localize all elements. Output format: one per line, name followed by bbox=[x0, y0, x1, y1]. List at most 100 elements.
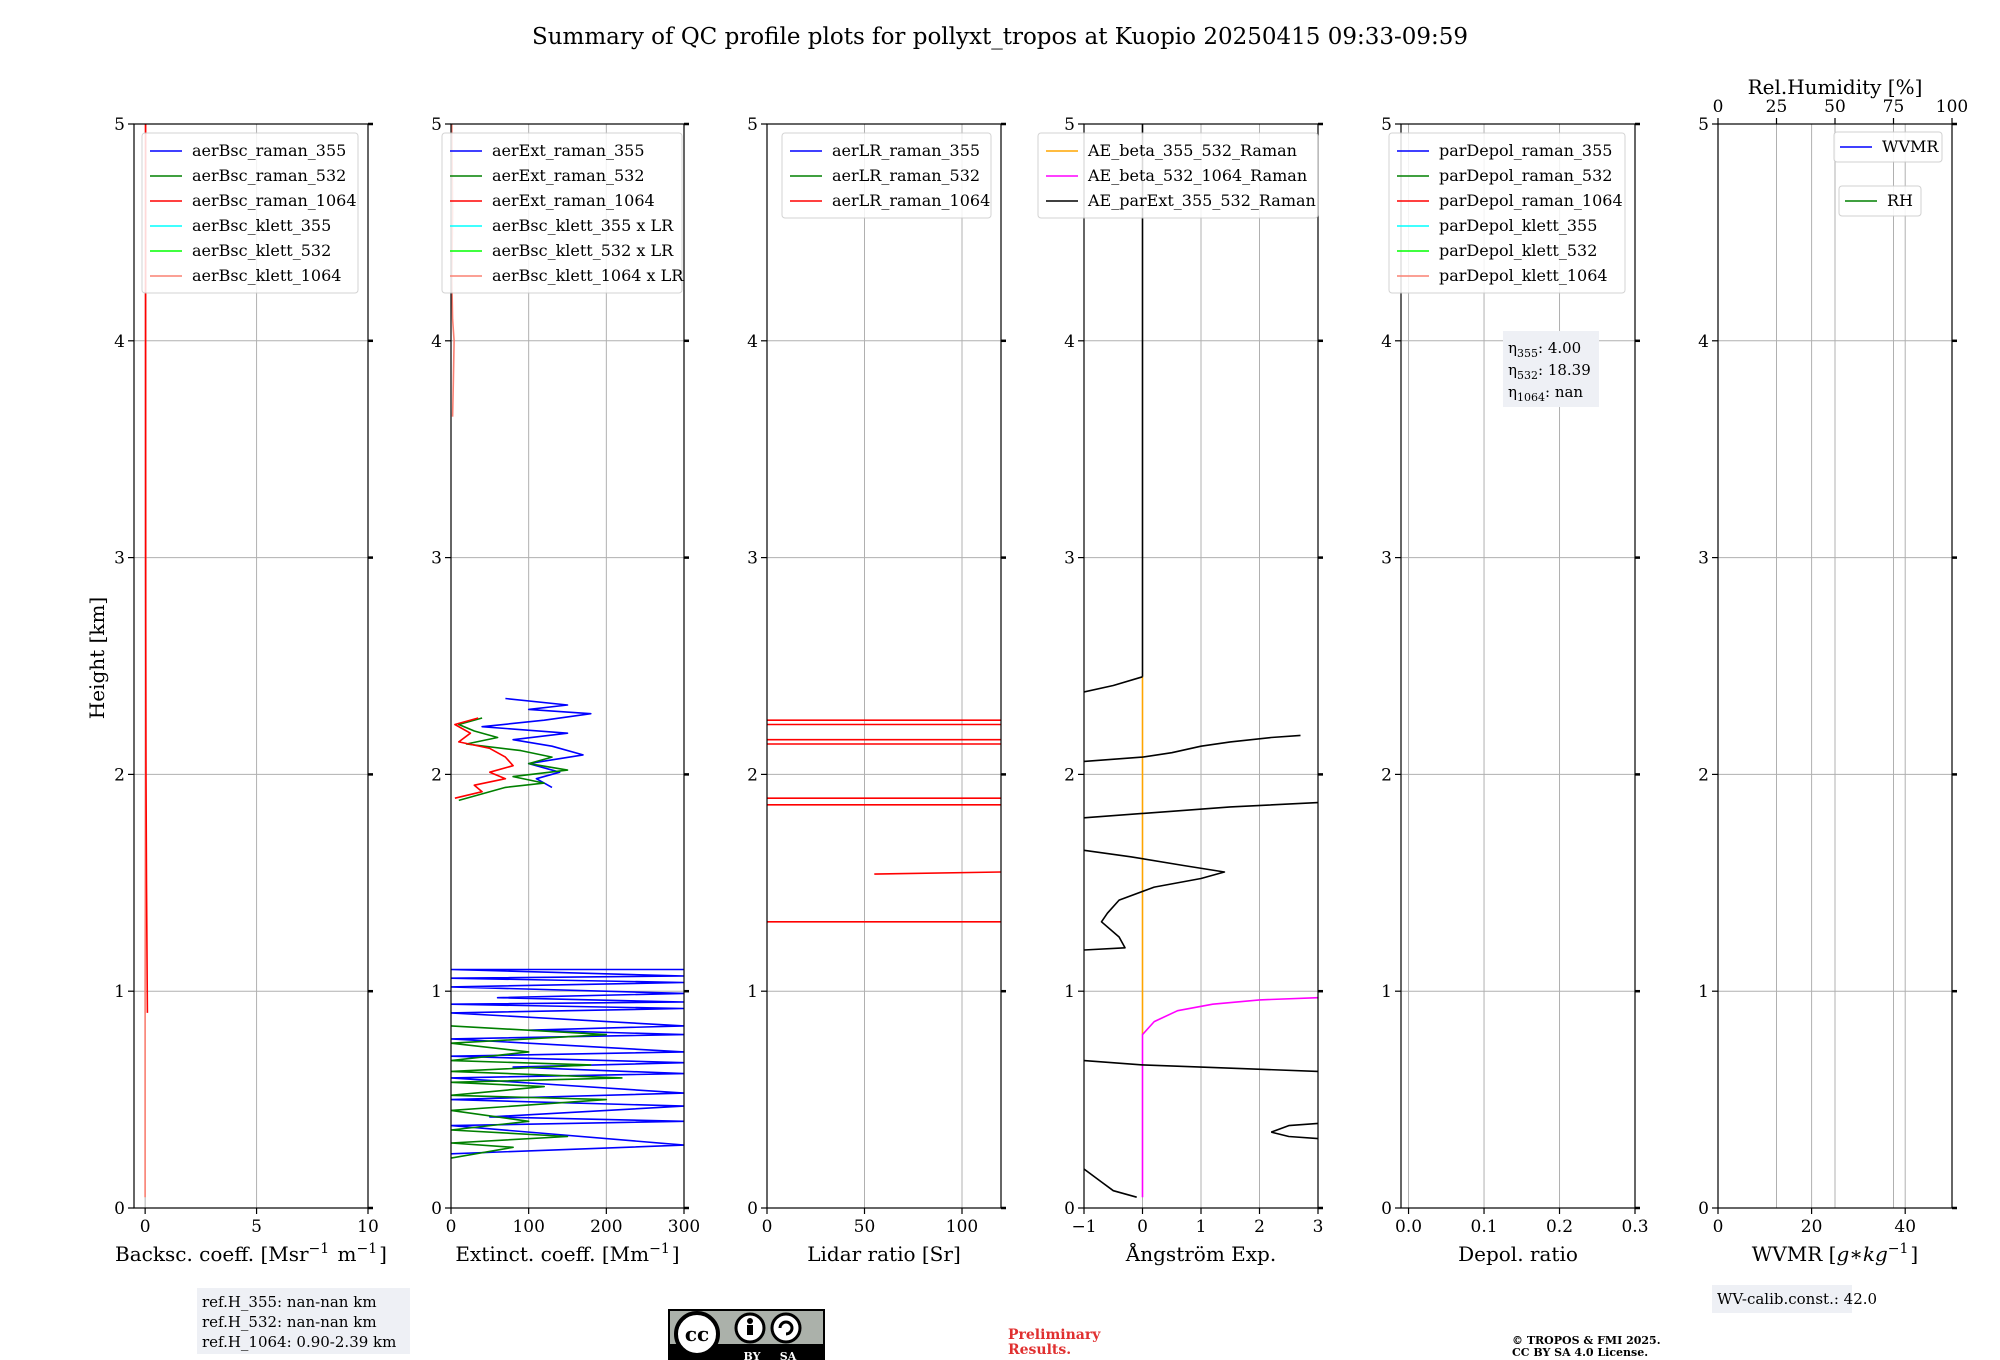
cc-license-badge: cc BY SA bbox=[668, 1309, 825, 1360]
x-tick-label: 0.0 bbox=[1395, 1217, 1422, 1237]
y-tick-label: 3 bbox=[1381, 549, 1392, 569]
legend-label: AE_beta_532_1064_Raman bbox=[1087, 166, 1307, 185]
x-tick-label-top: 100 bbox=[1936, 97, 1968, 117]
x-axis-label: Extinct. coeff. [Mm−1 ] bbox=[455, 1241, 679, 1266]
ref-height-1064: ref.H_1064: 0.90-2.39 km bbox=[202, 1333, 396, 1351]
y-tick-label: 0 bbox=[747, 1199, 758, 1219]
by-icon-body bbox=[747, 1325, 753, 1335]
series-line bbox=[1084, 676, 1143, 693]
sa-icon-arrow bbox=[778, 1320, 794, 1336]
legend-box bbox=[1838, 185, 1922, 217]
wv-calib-label: WV-calib.const.: 42.0 bbox=[1717, 1290, 1877, 1308]
eta-box bbox=[1503, 331, 1599, 407]
plot-area bbox=[767, 719, 1001, 923]
legend-box bbox=[781, 132, 992, 219]
y-tick-label: 3 bbox=[1064, 549, 1075, 569]
legend-label: parDepol_klett_1064 bbox=[1439, 266, 1608, 285]
ref-height-box bbox=[197, 1288, 410, 1354]
axes-frame bbox=[133, 123, 369, 1209]
preliminary-label: Preliminary bbox=[1008, 1327, 1101, 1343]
x-tick-label: 50 bbox=[854, 1217, 876, 1237]
extinction-panel: 0 1 2 3 4 5 0 100 200 300 Extinct. coeff. [Mm−1 ] a… bbox=[431, 115, 700, 1266]
legend-label: aerBsc_klett_1064 bbox=[192, 266, 341, 285]
legend-label: aerExt_raman_1064 bbox=[492, 191, 655, 210]
legend-label: parDepol_klett_355 bbox=[1439, 216, 1597, 235]
ref-height-355: ref.H_355: nan-nan km bbox=[202, 1293, 377, 1311]
series-line bbox=[457, 717, 569, 802]
y-tick-label: 4 bbox=[747, 332, 758, 352]
series-line bbox=[1084, 849, 1226, 951]
series-line bbox=[481, 697, 592, 789]
series-line bbox=[144, 124, 149, 1013]
legend-box bbox=[1833, 131, 1943, 163]
y-tick-label: 1 bbox=[431, 982, 442, 1002]
y-tick-label: 1 bbox=[1064, 982, 1075, 1002]
y-tick-label: 5 bbox=[1064, 115, 1075, 135]
x-axis-label: WVMR [g∗kg−1 ] bbox=[1752, 1241, 1918, 1266]
legend-box bbox=[1388, 132, 1626, 294]
y-tick-label: 5 bbox=[431, 115, 442, 135]
x-tick-label: 0 bbox=[140, 1217, 151, 1237]
y-tick-label: 5 bbox=[1381, 115, 1392, 135]
results-label: Results. bbox=[1008, 1342, 1071, 1358]
y-tick-label: 2 bbox=[1381, 765, 1392, 785]
legend-label: parDepol_raman_532 bbox=[1439, 166, 1612, 185]
y-tick-label: 2 bbox=[114, 765, 125, 785]
axes-frame bbox=[1400, 123, 1636, 1209]
wv-calib-box bbox=[1712, 1285, 1852, 1313]
legend-label: AE_parExt_355_532_Raman bbox=[1087, 191, 1316, 210]
x-axis-label: Ångström Exp. bbox=[1125, 1241, 1276, 1266]
y-tick-label: 4 bbox=[114, 332, 125, 352]
x-tick-label: 0.1 bbox=[1471, 1217, 1498, 1237]
x-tick-label: 10 bbox=[357, 1217, 379, 1237]
y-tick-label: 0 bbox=[1381, 1199, 1392, 1219]
cc-icon-text: cc bbox=[685, 1322, 709, 1346]
y-tick-label: 2 bbox=[1698, 765, 1709, 785]
x-tick-label-top: 0 bbox=[1713, 97, 1724, 117]
y-tick-label: 3 bbox=[431, 549, 442, 569]
y-tick-label: 0 bbox=[431, 1199, 442, 1219]
y-tick-label: 2 bbox=[431, 765, 442, 785]
y-tick-label: 2 bbox=[747, 765, 758, 785]
plot-area bbox=[1084, 124, 1318, 1198]
backscatter-panel: 0 1 2 3 4 5 0 5 10 Backsc. coeff. [Msr−1 m−1 ] aer… bbox=[114, 115, 387, 1266]
legend-label: aerBsc_raman_532 bbox=[192, 166, 346, 185]
y-tick-label: 2 bbox=[1064, 765, 1075, 785]
series-line bbox=[1141, 996, 1318, 1198]
x-tick-label: 3 bbox=[1313, 1217, 1324, 1237]
x-axis-label: Lidar ratio [Sr] bbox=[807, 1242, 961, 1266]
x-tick-label: 300 bbox=[668, 1217, 700, 1237]
x-tick-label: 0 bbox=[762, 1217, 773, 1237]
x-tick-label: 0 bbox=[446, 1217, 457, 1237]
y-tick-label: 5 bbox=[747, 115, 758, 135]
y-tick-label: 0 bbox=[1698, 1199, 1709, 1219]
legend-label: aerBsc_klett_532 bbox=[192, 241, 331, 260]
legend-box bbox=[1037, 132, 1319, 219]
x-tick-label: 1 bbox=[1196, 1217, 1207, 1237]
x-tick-label: 5 bbox=[251, 1217, 262, 1237]
legend-label: aerBsc_klett_355 x LR bbox=[492, 216, 674, 235]
y-tick-label: 3 bbox=[747, 549, 758, 569]
sa-text: SA bbox=[780, 1350, 797, 1360]
series-line bbox=[1084, 734, 1301, 763]
series-line bbox=[1084, 1168, 1137, 1198]
series-line bbox=[874, 871, 1001, 875]
legend-label: aerLR_raman_1064 bbox=[832, 191, 990, 210]
by-icon-head bbox=[747, 1318, 753, 1324]
x-tick-label: 2 bbox=[1254, 1217, 1265, 1237]
x-tick-label: 0 bbox=[1137, 1217, 1148, 1237]
y-tick-label: 5 bbox=[114, 115, 125, 135]
x-tick-label: 0.3 bbox=[1621, 1217, 1648, 1237]
y-tick-label: 4 bbox=[1381, 332, 1392, 352]
x-axis-label-top: Rel.Humidity [%] bbox=[1748, 75, 1923, 99]
series-line bbox=[1270, 1122, 1318, 1133]
sa-icon bbox=[770, 1312, 802, 1344]
x-tick-label-top: 50 bbox=[1824, 97, 1846, 117]
legend-label: aerBsc_klett_355 bbox=[192, 216, 331, 235]
legend-label: aerLR_raman_532 bbox=[832, 166, 980, 185]
legend-label: RH bbox=[1887, 191, 1913, 210]
x-tick-label: 40 bbox=[1894, 1217, 1916, 1237]
